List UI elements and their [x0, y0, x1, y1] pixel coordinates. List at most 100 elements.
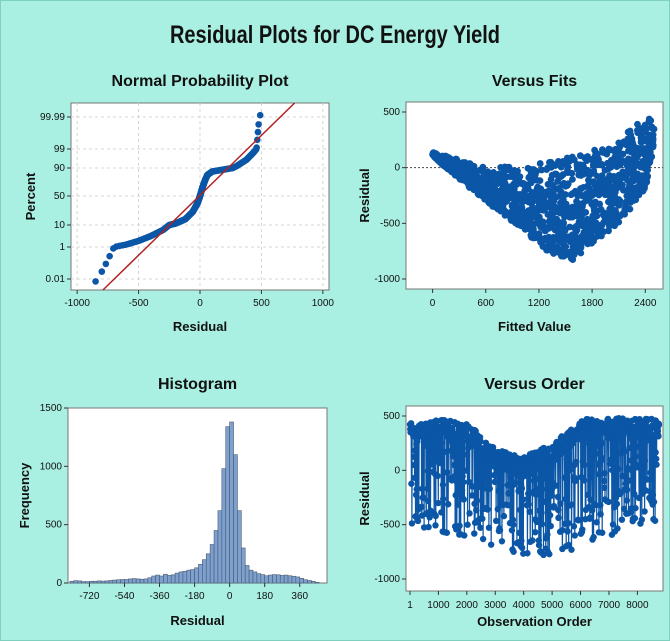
y-tick-label: 90 — [54, 163, 66, 174]
data-point — [564, 236, 572, 243]
histogram-bar — [194, 567, 199, 584]
data-point — [611, 187, 619, 195]
data-point — [593, 519, 600, 526]
data-point — [602, 178, 610, 186]
data-point — [539, 218, 547, 226]
data-point — [558, 231, 566, 238]
data-point — [564, 528, 571, 535]
data-point — [535, 537, 542, 544]
x-axis-label: Residual — [170, 613, 224, 628]
data-point — [488, 176, 496, 184]
y-tick-label: -1000 — [374, 574, 400, 585]
data-point — [476, 483, 483, 491]
data-point — [589, 507, 596, 514]
histogram-bar — [131, 578, 137, 584]
data-point — [437, 159, 445, 167]
data-point — [637, 161, 645, 168]
histogram-bar — [143, 578, 149, 584]
data-point — [641, 508, 648, 515]
data-point — [619, 210, 627, 217]
data-point — [537, 195, 545, 203]
data-point — [510, 521, 517, 528]
data-point — [565, 519, 572, 527]
data-point — [461, 532, 468, 539]
data-point — [563, 455, 571, 463]
histogram-bar — [244, 565, 250, 584]
data-point — [541, 243, 549, 251]
histogram-bar — [248, 569, 254, 584]
data-point — [576, 200, 584, 208]
data-point — [652, 449, 659, 456]
data-point — [571, 187, 579, 195]
data-point — [582, 208, 590, 216]
data-point — [540, 474, 548, 482]
data-point — [598, 160, 605, 168]
y-tick-label: 0 — [56, 578, 62, 589]
data-point — [640, 173, 647, 180]
data-point — [589, 212, 597, 220]
data-point — [577, 249, 585, 257]
data-point — [479, 535, 487, 543]
data-point — [495, 487, 502, 495]
y-axis-label: Residual — [357, 168, 372, 222]
data-point — [524, 224, 532, 232]
data-point — [508, 209, 516, 216]
histogram-bar — [128, 578, 133, 584]
data-point — [512, 178, 519, 186]
data-point — [491, 471, 498, 479]
histogram-bar — [213, 530, 219, 584]
data-point — [633, 443, 640, 451]
data-point — [472, 186, 480, 194]
data-point — [477, 524, 484, 531]
data-point — [526, 207, 533, 215]
data-point — [524, 550, 531, 557]
y-tick-label: 0.01 — [46, 274, 66, 285]
data-point — [538, 520, 546, 528]
panel-title: Histogram — [158, 376, 237, 393]
x-tick-label: -180 — [185, 591, 205, 602]
data-point — [441, 448, 449, 456]
histogram-bar — [287, 575, 293, 584]
data-point — [581, 461, 588, 469]
data-point — [560, 179, 568, 187]
data-point — [597, 501, 604, 509]
data-point — [498, 538, 506, 545]
data-point — [601, 166, 609, 174]
histogram-bar — [116, 579, 121, 584]
x-tick-label: -720 — [79, 591, 99, 602]
data-point — [587, 496, 594, 503]
data-point — [573, 212, 581, 220]
data-point — [645, 156, 653, 163]
data-point — [487, 193, 494, 201]
data-point — [540, 236, 548, 244]
data-point — [468, 492, 476, 499]
data-point — [569, 231, 576, 239]
data-point — [418, 485, 426, 492]
data-point — [577, 185, 585, 192]
data-point — [632, 504, 639, 512]
data-point — [593, 152, 601, 160]
data-point — [457, 170, 465, 178]
data-point — [544, 180, 552, 188]
data-point — [465, 478, 473, 486]
data-point — [602, 149, 609, 157]
data-point — [528, 196, 535, 204]
data-point — [601, 191, 609, 199]
y-tick-label: 1 — [59, 242, 65, 253]
histogram-bar — [77, 580, 82, 584]
data-point — [526, 508, 533, 515]
data-point — [568, 501, 575, 508]
data-point — [546, 160, 554, 168]
data-point — [427, 441, 435, 448]
histogram-bar — [120, 579, 125, 584]
x-axis-label: Fitted Value — [498, 319, 571, 334]
data-point — [571, 477, 579, 485]
data-point — [518, 537, 525, 544]
data-point — [479, 168, 487, 176]
data-point — [531, 170, 538, 178]
data-point — [473, 497, 481, 504]
data-point — [500, 180, 507, 188]
data-point — [541, 227, 549, 235]
histogram-bar — [124, 579, 129, 584]
data-point — [554, 178, 561, 185]
